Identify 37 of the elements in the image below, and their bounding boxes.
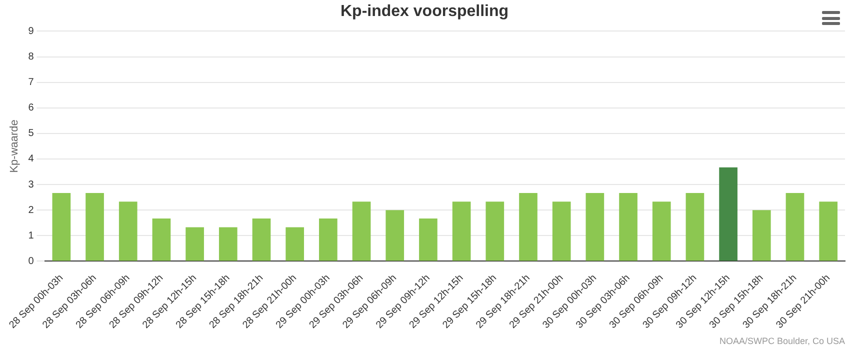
y-tick-label: 6 bbox=[28, 102, 34, 114]
bar bbox=[419, 218, 438, 261]
y-tick-label: 0 bbox=[28, 256, 34, 267]
y-tick-label: 7 bbox=[28, 77, 34, 88]
y-tick-label: 4 bbox=[28, 154, 34, 165]
bar bbox=[286, 227, 304, 261]
bar bbox=[352, 202, 371, 261]
bar bbox=[652, 202, 671, 261]
bar bbox=[786, 192, 804, 261]
bar bbox=[586, 192, 604, 261]
bar bbox=[619, 192, 638, 261]
bar bbox=[719, 167, 738, 261]
bar bbox=[186, 227, 204, 261]
bar bbox=[118, 202, 138, 261]
bar bbox=[386, 210, 404, 261]
y-tick-label: 3 bbox=[28, 179, 34, 190]
y-tick-label: 8 bbox=[28, 52, 34, 63]
bar bbox=[152, 218, 171, 261]
y-axis-title: Kp-waarde bbox=[8, 120, 21, 173]
bar bbox=[752, 210, 771, 261]
bar bbox=[552, 202, 571, 261]
bar bbox=[218, 227, 238, 261]
bar bbox=[52, 192, 71, 261]
bar bbox=[319, 218, 338, 261]
bar bbox=[86, 192, 104, 261]
chart-title: Kp-index voorspelling bbox=[340, 3, 509, 20]
y-tick-label: 1 bbox=[28, 230, 34, 242]
bar bbox=[252, 218, 271, 261]
bar bbox=[519, 192, 538, 261]
y-tick-label: 9 bbox=[28, 26, 34, 37]
bar bbox=[819, 202, 838, 261]
bar bbox=[686, 192, 704, 261]
bar bbox=[452, 202, 471, 261]
y-tick-label: 5 bbox=[28, 128, 34, 140]
y-tick-label: 2 bbox=[28, 204, 34, 216]
bar bbox=[486, 202, 504, 261]
text: NOAA/SWPC Boulder, Co USA bbox=[719, 336, 845, 346]
